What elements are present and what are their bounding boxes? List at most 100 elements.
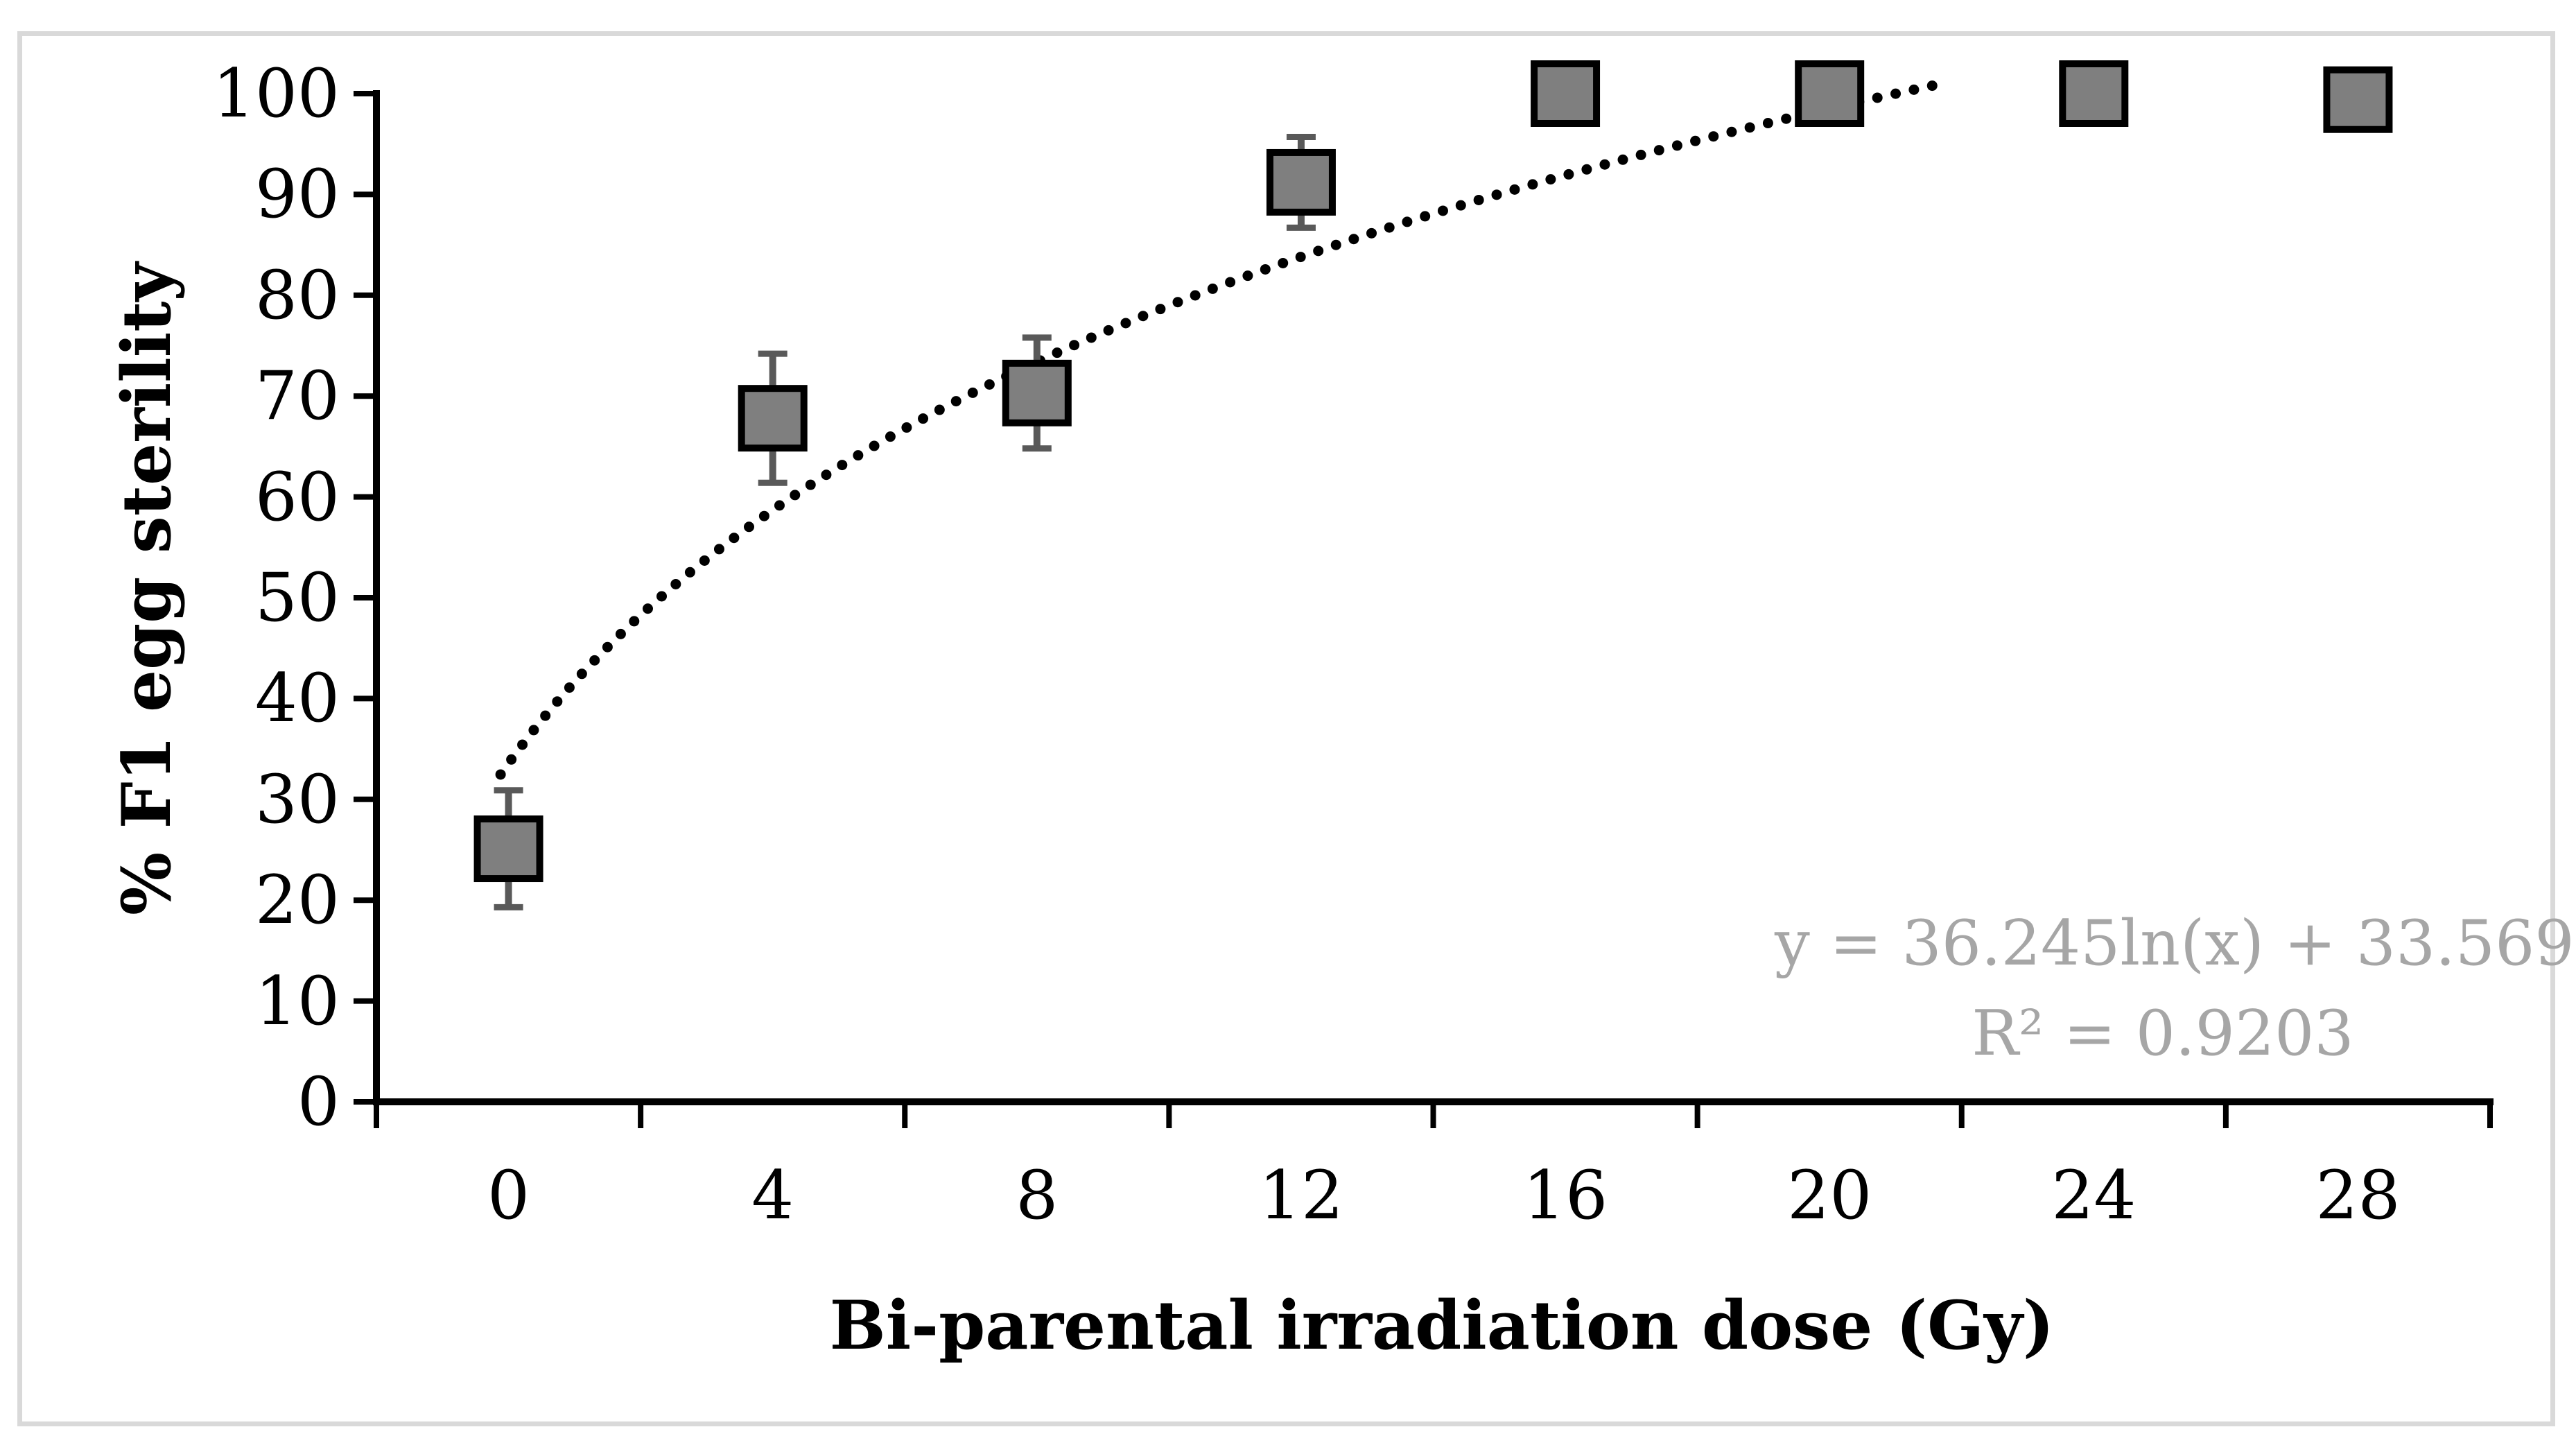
data-point-marker — [473, 815, 543, 883]
x-tick-label: 16 — [1522, 1157, 1608, 1234]
trendline-dot — [1103, 325, 1114, 336]
trendline-dot — [853, 450, 864, 461]
y-tick-label: 20 — [254, 861, 340, 940]
trendline-dot — [1708, 131, 1719, 142]
trendline-dot — [615, 628, 626, 639]
trendline-dot — [713, 544, 724, 555]
trendline-dot — [1872, 92, 1883, 103]
trendline-dot — [1366, 227, 1377, 239]
trendline-dot — [589, 655, 600, 666]
y-tick-label: 70 — [254, 357, 340, 435]
trendline-dot — [1313, 245, 1324, 257]
trendline-dot — [1052, 347, 1063, 358]
trendline-dot — [1473, 194, 1484, 205]
trendline-dot — [1155, 304, 1166, 315]
trendline-dot — [1926, 80, 1938, 92]
trendline-dot — [821, 469, 832, 481]
trendline-dot — [758, 510, 769, 521]
trendline-dot — [1138, 311, 1149, 322]
y-tick-label: 80 — [254, 256, 340, 334]
trendline-dot — [743, 521, 754, 533]
x-tick-label: 0 — [487, 1157, 530, 1234]
trendline-dot — [984, 379, 995, 390]
trendline-dot — [1420, 211, 1431, 222]
trendline-dot — [805, 479, 816, 490]
x-tick-label: 20 — [1787, 1157, 1872, 1234]
x-tick-label: 4 — [751, 1157, 794, 1234]
trendline-dot — [790, 490, 801, 501]
trendline-dot — [1455, 200, 1466, 211]
x-tick-label: 28 — [2315, 1157, 2401, 1234]
trendline-dot — [967, 387, 978, 398]
trendline-dot — [885, 431, 896, 442]
data-point-marker — [1795, 60, 1865, 127]
y-tick-label: 30 — [254, 760, 340, 838]
trendline-dot — [869, 440, 880, 451]
y-tick-label: 60 — [254, 458, 340, 536]
trendline-equation: y = 36.245ln(x) + 33.569 R² = 0.9203 — [1775, 899, 2575, 1079]
trendline-dot — [1890, 88, 1901, 99]
trendline-dot — [1563, 168, 1574, 180]
trendline-dot — [506, 754, 517, 765]
data-point-marker — [1002, 359, 1072, 426]
trendline-dot — [552, 696, 563, 707]
trendline-dot — [629, 616, 640, 627]
trendline-dot — [517, 739, 528, 750]
chart-frame — [17, 31, 2555, 1426]
x-tick-label: 8 — [1016, 1157, 1059, 1234]
trendline-dot — [729, 533, 740, 544]
trendline-dot — [1744, 122, 1755, 133]
trendline-dot — [642, 603, 653, 614]
trendline-dot — [1278, 257, 1289, 268]
y-tick-label: 0 — [297, 1063, 340, 1141]
trendline-dot — [1635, 149, 1646, 160]
data-point-marker — [1531, 60, 1601, 127]
trendline-dot — [495, 769, 506, 780]
trendline-dot — [656, 591, 668, 602]
trendline-dot — [1762, 118, 1773, 129]
data-point-marker — [2059, 60, 2129, 127]
trendline-dot — [576, 668, 587, 680]
equation-line: y = 36.245ln(x) + 33.569 — [1775, 907, 2575, 980]
trendline-dot — [1295, 252, 1306, 263]
trendline-dot — [1437, 205, 1448, 216]
trendline-dot — [950, 396, 961, 407]
trendline-dot — [564, 682, 575, 693]
trendline-dot — [1599, 159, 1610, 170]
y-tick-label: 40 — [254, 659, 340, 738]
trendline-dot — [1225, 277, 1236, 288]
trendline-dot — [1330, 239, 1341, 250]
trendline-dot — [670, 578, 681, 589]
trendline-dot — [1384, 222, 1395, 233]
trendline-dot — [1617, 154, 1628, 165]
data-point-marker — [1266, 148, 1336, 216]
trendline-dot — [1908, 84, 1920, 95]
trendline-dot — [602, 641, 613, 652]
y-axis-title: % F1 egg sterility — [107, 262, 186, 915]
trendline-dot — [1086, 332, 1097, 343]
y-tick-label: 100 — [212, 55, 340, 132]
trendline-dot — [1260, 263, 1271, 275]
data-point-marker — [2323, 66, 2393, 133]
trendline-dot — [1726, 126, 1737, 137]
trendline-dot — [1690, 135, 1701, 146]
trendline-dot — [774, 500, 785, 511]
trendline-dot — [684, 567, 695, 578]
x-axis-title: Bi-parental irradiation dose (Gy) — [829, 1286, 2055, 1365]
y-tick-label: 90 — [254, 155, 340, 234]
trendline-dot — [1348, 234, 1359, 245]
trendline-dot — [1653, 145, 1664, 156]
trendline-dot — [528, 725, 539, 736]
trendline-dot — [934, 404, 945, 415]
trendline-dot — [1491, 189, 1502, 200]
trendline-dot — [540, 710, 551, 721]
trendline-dot — [1207, 283, 1218, 294]
trendline-dot — [918, 413, 929, 424]
trendline-dot — [1120, 318, 1131, 329]
trendline-dot — [1172, 297, 1183, 308]
trendline-dot — [1671, 140, 1682, 151]
trendline-dot — [1581, 164, 1592, 175]
r-squared-line: R² = 0.9203 — [1972, 997, 2354, 1070]
trendline-dot — [1781, 113, 1792, 124]
